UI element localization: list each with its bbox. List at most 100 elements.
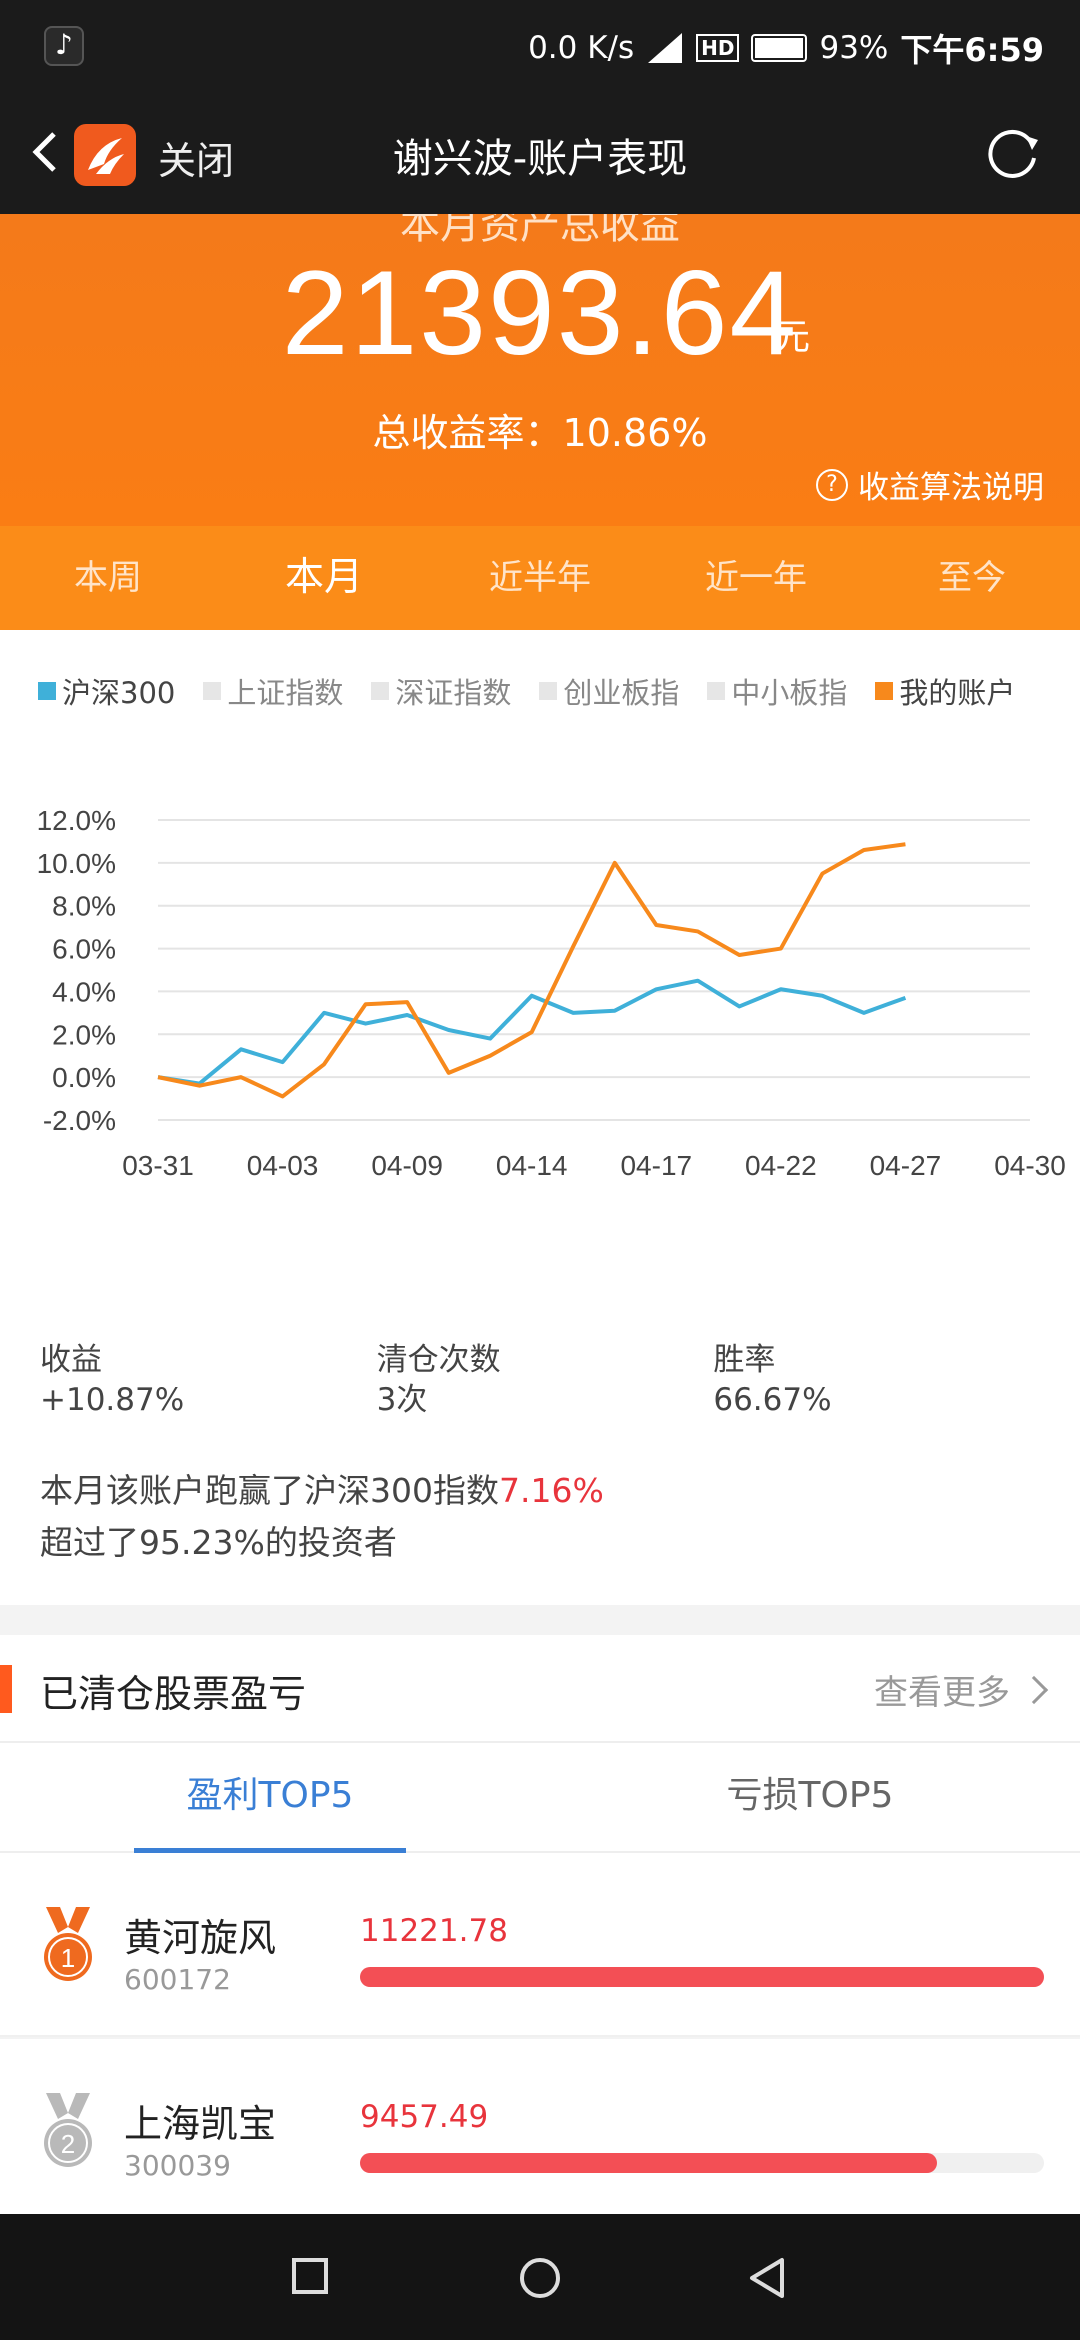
y-tick-label: 8.0% — [52, 891, 116, 922]
section-title: 已清仓股票盈亏 — [40, 1672, 307, 1716]
return-line-chart: 12.0% 10.0% 8.0% 6.0% 4.0% 2.0% 0.0% -2.0%03-31… — [37, 805, 1066, 1181]
algorithm-explain-label: 收益算法说明 — [858, 470, 1044, 506]
tab-one-year[interactable]: 近一年 — [705, 558, 807, 598]
tiktok-notification-icon — [44, 26, 84, 66]
svg-text:1: 1 — [61, 1943, 75, 1973]
period-tabs: 本周 本月 近半年 近一年 至今 — [0, 526, 1080, 630]
x-tick-label: 04-22 — [745, 1150, 817, 1181]
legend-sz-index[interactable]: 深证指数 — [371, 670, 511, 712]
question-icon: ? — [816, 468, 848, 501]
stats-row: 收益 +10.87% 清仓次数 3次 胜率 66.67% — [40, 1340, 1050, 1420]
summary-line-1: 本月该账户跑赢了沪深300指数7.16% — [40, 1465, 604, 1517]
system-nav-bar — [0, 2214, 1080, 2340]
stock-profit: 11221.78 — [360, 1913, 508, 1949]
section-accent-bar — [0, 1665, 12, 1713]
series-line-hs300 — [157, 978, 907, 1086]
legend-my-account[interactable]: 我的账户 — [875, 670, 1015, 712]
stat-value: 66.67% — [713, 1382, 832, 1418]
back-arrow-icon[interactable] — [22, 122, 66, 182]
y-tick-label: 6.0% — [52, 934, 116, 965]
profit-bar-track — [360, 2153, 1044, 2173]
x-tick-label: 03-31 — [122, 1150, 194, 1181]
y-tick-label: 10.0% — [37, 848, 116, 879]
svg-text:2: 2 — [61, 2129, 75, 2159]
status-bar: 0.0 K/s HD 93% 下午6:59 — [0, 0, 1080, 92]
legend-chinext-index[interactable]: 创业板指 — [539, 670, 679, 712]
close-button[interactable]: 关闭 — [158, 139, 235, 183]
y-tick-label: 0.0% — [52, 1062, 116, 1093]
legend-label: 沪深300 — [62, 676, 176, 710]
battery-icon — [751, 34, 808, 62]
legend-swatch — [371, 682, 390, 700]
legend-label: 中小板指 — [731, 676, 848, 710]
signal-icon — [648, 33, 683, 63]
summary-text: 本月该账户跑赢了沪深300指数 — [40, 1471, 499, 1510]
tab-to-date[interactable]: 至今 — [938, 558, 1006, 598]
header-caption: 本月资产总收益 — [400, 214, 680, 248]
x-tick-label: 04-09 — [371, 1150, 443, 1181]
legend-swatch — [203, 682, 222, 700]
total-profit-amount: 21393.64 — [281, 246, 799, 380]
cleared-stocks-header: 已清仓股票盈亏 查看更多 — [0, 1635, 1080, 1743]
performance-card: 沪深300 上证指数 深证指数 创业板指 中小板指 我的账户 12.0% 10.0… — [0, 630, 1080, 1605]
tab-loss-top5[interactable]: 亏损TOP5 — [726, 1775, 894, 1816]
stat-label: 清仓次数 — [376, 1342, 501, 1378]
view-more-label: 查看更多 — [874, 1673, 1010, 1713]
summary-header: 本月资产总收益 21393.64 元 总收益率：10.86% ? 收益算法说明 — [0, 214, 1080, 526]
outperform-value: 7.16% — [499, 1471, 604, 1510]
chart-legend: 沪深300 上证指数 深证指数 创业板指 中小板指 我的账户 — [38, 670, 1048, 712]
profit-bar-fill — [360, 2153, 937, 2173]
legend-swatch — [707, 682, 726, 700]
profit-bar-fill — [360, 1967, 1044, 1987]
tab-week[interactable]: 本周 — [74, 558, 142, 598]
tab-profit-top5[interactable]: 盈利TOP5 — [0, 1743, 540, 1853]
legend-sme-index[interactable]: 中小板指 — [707, 670, 847, 712]
amount-unit: 元 — [774, 317, 811, 358]
legend-hs300[interactable]: 沪深300 — [38, 670, 175, 712]
home-icon[interactable] — [518, 2256, 562, 2300]
page-title: 谢兴波-账户表现 — [392, 136, 688, 182]
legend-label: 深证指数 — [395, 676, 512, 710]
stat-value: +10.87% — [40, 1382, 185, 1418]
y-tick-label: 2.0% — [52, 1019, 116, 1050]
x-tick-label: 04-17 — [620, 1150, 692, 1181]
legend-swatch — [38, 682, 56, 700]
chevron-right-icon — [1019, 1675, 1049, 1704]
stock-row[interactable]: 2 上海凯宝 300039 9457.49 — [0, 2039, 1080, 2223]
x-tick-label: 04-27 — [870, 1150, 942, 1181]
app-logo — [74, 124, 136, 186]
y-tick-label: -2.0% — [43, 1105, 116, 1136]
performance-summary: 本月该账户跑赢了沪深300指数7.16% 超过了95.23%的投资者 — [40, 1465, 604, 1569]
x-tick-label: 04-30 — [994, 1150, 1066, 1181]
legend-label: 我的账户 — [899, 676, 1016, 710]
refresh-icon[interactable] — [982, 122, 1044, 184]
legend-label: 上证指数 — [227, 676, 344, 710]
stat-label: 收益 — [40, 1342, 102, 1378]
summary-line-2: 超过了95.23%的投资者 — [40, 1523, 397, 1562]
legend-swatch — [539, 682, 558, 700]
stat-clearances: 清仓次数 3次 — [377, 1340, 714, 1420]
legend-sh-index[interactable]: 上证指数 — [203, 670, 343, 712]
legend-label: 创业板指 — [563, 676, 680, 710]
stock-row[interactable]: 1 黄河旋风 600172 11221.78 — [0, 1853, 1080, 2037]
profit-bar-track — [360, 1967, 1044, 1987]
profit-loss-tabs: 盈利TOP5 亏损TOP5 — [0, 1743, 1080, 1853]
x-tick-label: 04-14 — [496, 1150, 568, 1181]
series-line-my-account — [157, 842, 906, 1099]
y-tick-label: 12.0% — [37, 805, 116, 836]
hd-icon: HD — [696, 34, 740, 62]
tab-month[interactable]: 本月 — [284, 555, 363, 600]
back-icon[interactable] — [748, 2256, 788, 2300]
title-bar: 关闭 谢兴波-账户表现 — [0, 92, 1080, 214]
stat-label: 胜率 — [713, 1342, 776, 1378]
algorithm-explain-link[interactable]: ? 收益算法说明 — [816, 462, 1044, 507]
stat-value: 3次 — [376, 1382, 428, 1418]
tab-half-year[interactable]: 近半年 — [489, 558, 591, 598]
stat-profit: 收益 +10.87% — [40, 1340, 377, 1420]
network-speed: 0.0 K/s — [528, 30, 635, 66]
silver-medal-icon: 2 — [44, 2093, 92, 2167]
view-more-link[interactable]: 查看更多 — [874, 1665, 1049, 1714]
stock-name: 黄河旋风 — [124, 1916, 277, 1960]
recents-icon[interactable] — [290, 2256, 330, 2296]
stat-win-rate: 胜率 66.67% — [713, 1340, 1050, 1420]
